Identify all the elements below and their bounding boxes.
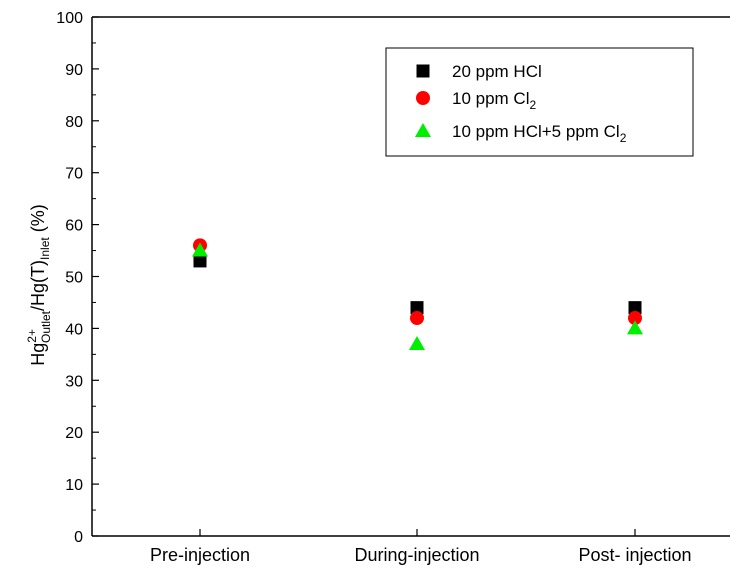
y-tick-label: 30 <box>65 373 83 390</box>
x-tick-label: During-injection <box>354 545 479 565</box>
x-tick-label: Pre-injection <box>150 545 250 565</box>
legend: 20 ppm HCl 10 ppm Cl2 10 ppm HCl+5 ppm Cl2 <box>385 47 694 157</box>
x-axis-categories: Pre-injection During-injection Post- injec… <box>150 529 692 565</box>
data-point-triangle <box>192 242 208 257</box>
y-tick-label: 80 <box>65 114 83 131</box>
y-tick-label: 40 <box>65 321 83 338</box>
data-point-triangle <box>409 335 425 350</box>
y-axis-label: Hg2+Outlet/Hg(T)Inlet (%) <box>25 204 53 365</box>
y-tick-label: 50 <box>65 270 83 287</box>
y-axis-ticks: 0 10 20 30 40 50 60 70 80 90 100 <box>56 10 99 546</box>
y-tick-label: 20 <box>65 425 83 442</box>
data-point-square <box>628 301 642 315</box>
y-tick-label: 0 <box>74 529 83 546</box>
data-point-triangle <box>627 320 643 335</box>
legend-label: 10 ppm HCl+5 ppm Cl2 <box>452 122 627 145</box>
data-point-circle <box>628 311 642 326</box>
data-points <box>192 238 643 350</box>
legend-marker-circle <box>416 91 430 105</box>
legend-label: 20 ppm HCl <box>452 62 542 81</box>
data-point-square <box>193 254 207 268</box>
y-tick-label: 10 <box>65 477 83 494</box>
legend-marker-triangle <box>415 123 431 137</box>
legend-box <box>385 47 694 157</box>
y-tick-label: 90 <box>65 62 83 79</box>
y-tick-label: 60 <box>65 218 83 235</box>
x-tick-label: Post- injection <box>578 545 691 565</box>
data-point-square <box>410 301 424 315</box>
legend-marker-square <box>416 64 430 78</box>
legend-label: 10 ppm Cl2 <box>452 89 536 112</box>
data-point-circle <box>410 311 424 326</box>
y-tick-label: 100 <box>56 10 83 27</box>
y-tick-label: 70 <box>65 166 83 183</box>
